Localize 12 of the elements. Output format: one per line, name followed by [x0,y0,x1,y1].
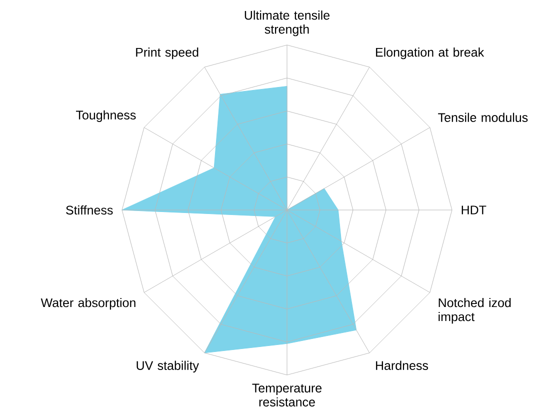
spoke-label: Notched izod impact [438,298,511,324]
spoke-label: Hardness [376,360,428,370]
spoke-label: Toughness [76,110,136,122]
spoke-label: Tensile modulus [438,112,528,122]
spoke-label: Temperature resistance [252,384,322,407]
spoke-label: HDT [462,206,486,214]
spoke-label: Elongation at break [376,48,484,60]
spoke-label: UV stability [136,360,199,372]
spoke-label: Stiffness [66,205,113,215]
spoke-label: Water absorption [40,298,136,310]
spoke-label: Ultimate tensile strength [244,10,330,36]
spoke-label: Print speed [136,48,198,60]
